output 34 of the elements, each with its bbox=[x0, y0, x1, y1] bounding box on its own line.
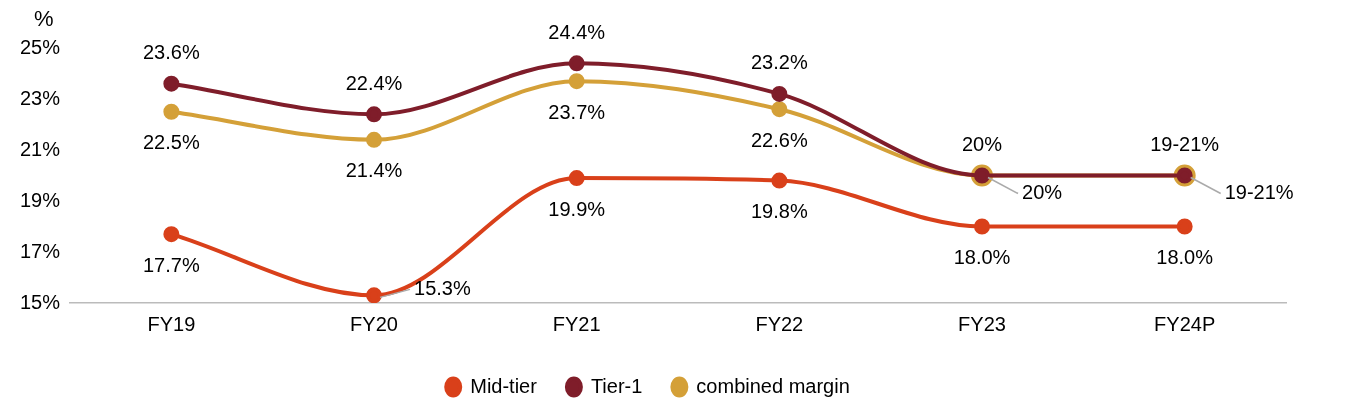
x-tick-label: FY21 bbox=[552, 312, 601, 335]
y-tick-label: 25% bbox=[20, 35, 61, 58]
legend-label: Tier-1 bbox=[590, 374, 643, 397]
data-label: 23.7% bbox=[548, 100, 606, 123]
y-tick-label: 21% bbox=[20, 137, 61, 160]
data-label: 24.4% bbox=[548, 20, 606, 43]
data-label: 18.0% bbox=[1156, 246, 1214, 269]
y-tick-label: 15% bbox=[20, 290, 61, 313]
x-tick-label: FY23 bbox=[958, 312, 1006, 335]
y-tick-label: 23% bbox=[20, 86, 61, 109]
x-tick-label: FY19 bbox=[147, 312, 196, 335]
data-label: 20% bbox=[1022, 181, 1063, 204]
data-label: 20% bbox=[961, 133, 1003, 156]
data-label: 22.6% bbox=[750, 128, 808, 151]
legend-label: combined margin bbox=[696, 374, 850, 397]
x-tick-label: FY24P bbox=[1154, 312, 1216, 335]
data-label: 17.7% bbox=[143, 253, 200, 276]
annotation: 19-21% bbox=[1150, 133, 1220, 156]
data-label: 19.8% bbox=[750, 200, 808, 223]
x-tick-label: FY20 bbox=[350, 312, 398, 335]
x-tick-label: FY22 bbox=[755, 312, 804, 335]
data-label: 21.4% bbox=[345, 159, 403, 182]
data-label: 19.9% bbox=[548, 197, 606, 220]
data-label: 22.4% bbox=[345, 71, 403, 94]
y-tick-label: 19% bbox=[20, 188, 61, 211]
data-label: 22.5% bbox=[143, 131, 200, 154]
legend-label: Mid-tier bbox=[470, 374, 538, 397]
y-axis-title: % bbox=[34, 6, 54, 32]
data-label: 23.2% bbox=[750, 51, 808, 74]
annotation: 19-21% bbox=[1224, 181, 1294, 204]
data-label: 18.0% bbox=[953, 246, 1011, 269]
y-tick-label: 17% bbox=[20, 239, 61, 262]
data-label: 15.3% bbox=[414, 276, 471, 299]
data-label: 23.6% bbox=[143, 41, 200, 64]
